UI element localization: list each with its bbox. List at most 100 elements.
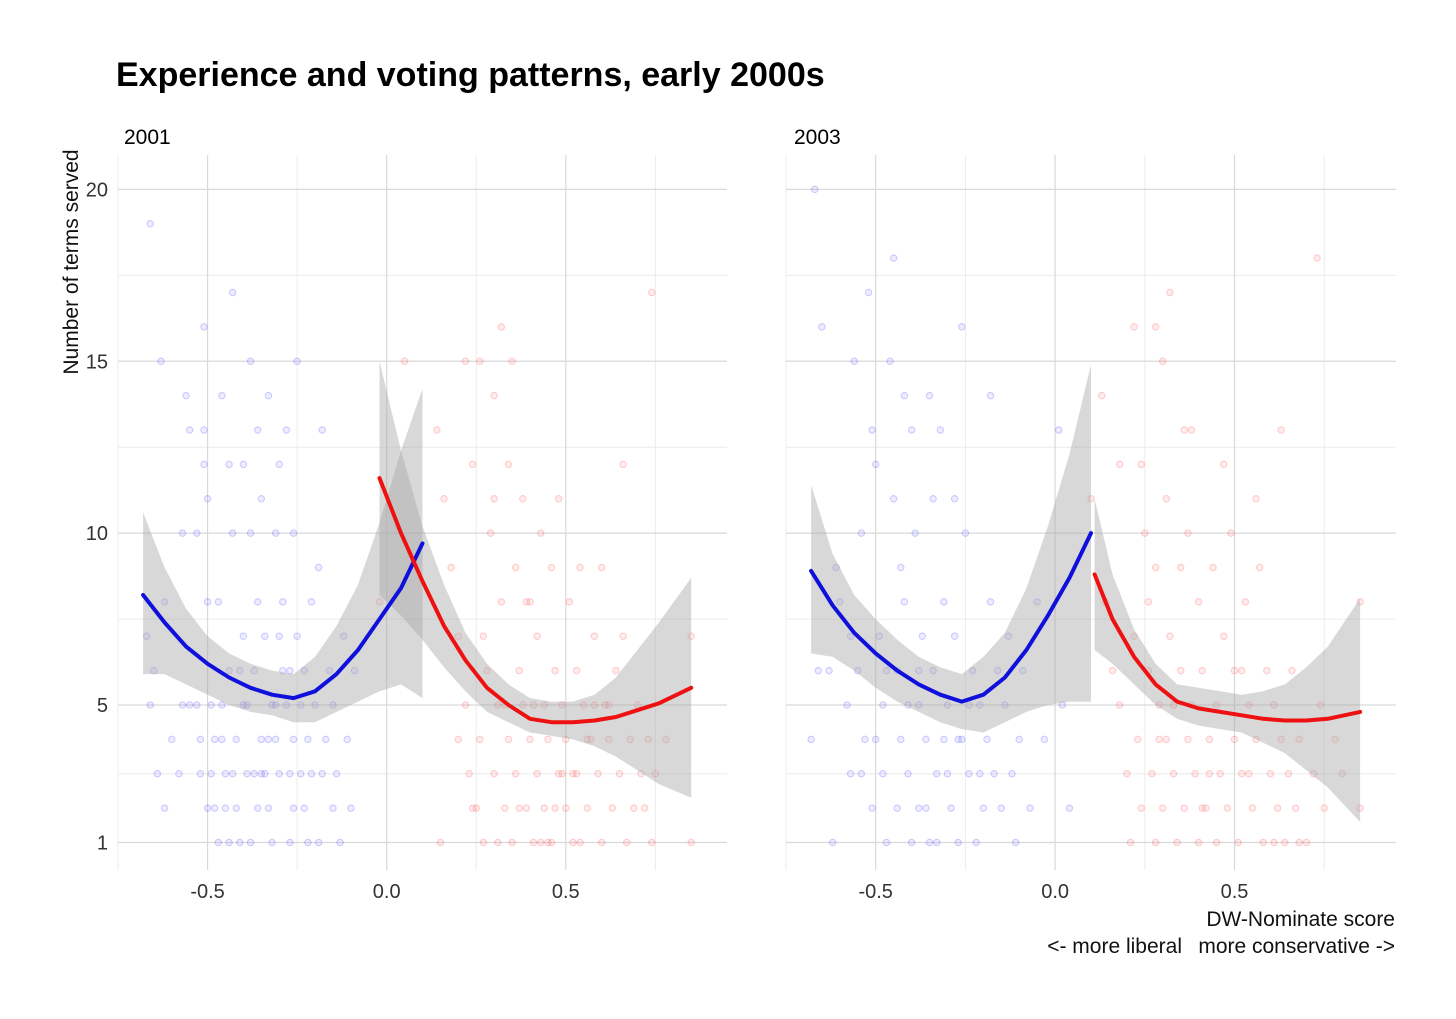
data-point [490, 494, 498, 503]
data-point [476, 735, 484, 744]
data-point [576, 563, 584, 572]
data-point [336, 838, 344, 847]
x-axis-note-conservative: more conservative -> [1198, 935, 1395, 958]
data-point [551, 666, 559, 675]
data-point [1001, 701, 1009, 709]
panel-2003: 2003 -0.5 0.0 0.5 [785, 126, 1396, 903]
data-point [253, 426, 262, 434]
data-point [943, 769, 952, 778]
data-point [871, 460, 880, 469]
data-point [196, 735, 205, 744]
x-tick-label: 0.0 [373, 881, 401, 903]
data-point [322, 735, 330, 744]
dem-confidence-band [811, 364, 1091, 733]
data-point [879, 701, 887, 709]
data-point [268, 838, 276, 847]
data-point [289, 804, 298, 812]
data-point [976, 701, 984, 709]
data-point [572, 666, 581, 675]
data-point [904, 769, 912, 778]
data-point [454, 632, 463, 640]
data-point [832, 563, 840, 572]
data-point [915, 804, 923, 812]
data-point [558, 701, 566, 709]
data-point [997, 804, 1006, 812]
data-point [203, 598, 212, 606]
x-tick-label: 0.5 [1221, 881, 1249, 903]
data-point [225, 838, 233, 847]
data-point [329, 804, 337, 812]
data-point [932, 769, 941, 778]
data-point [1033, 598, 1041, 606]
y-tick-label: 1 [97, 833, 108, 855]
data-point [1284, 769, 1293, 778]
data-point [1115, 460, 1124, 469]
data-point [343, 735, 352, 744]
data-point [900, 598, 909, 606]
data-point [182, 391, 190, 400]
x-axis-title: DW-Nominate score [1206, 908, 1395, 931]
data-point [846, 769, 855, 778]
data-point [648, 838, 656, 847]
data-point [490, 769, 498, 778]
data-point [1266, 769, 1275, 778]
data-point [972, 838, 980, 847]
data-point [1220, 460, 1228, 469]
data-point [1230, 735, 1239, 744]
data-point [979, 804, 988, 812]
data-point [597, 563, 606, 572]
data-point [1026, 804, 1034, 812]
data-point [1291, 804, 1300, 812]
data-point [868, 426, 876, 434]
data-point [605, 735, 613, 744]
data-point [1281, 838, 1289, 847]
data-point [922, 735, 930, 744]
data-point [1184, 735, 1192, 744]
data-point [493, 838, 502, 847]
data-point [622, 838, 631, 847]
data-point [522, 598, 531, 606]
data-point [293, 632, 301, 640]
data-point [836, 598, 844, 606]
data-point [590, 701, 599, 709]
data-point [1245, 769, 1253, 778]
data-point [940, 735, 948, 744]
data-point [1313, 254, 1321, 262]
data-point [915, 666, 923, 675]
data-point [486, 529, 495, 537]
data-point [264, 804, 273, 812]
data-point [275, 769, 283, 778]
data-point [1316, 701, 1325, 709]
data-point [915, 701, 923, 709]
data-point [897, 735, 905, 744]
data-point [868, 804, 876, 812]
data-point [1237, 666, 1246, 675]
data-point [1133, 735, 1142, 744]
data-point [1270, 701, 1278, 709]
data-point [1277, 426, 1285, 434]
data-point [167, 735, 176, 744]
x-tick-label: 0.0 [1041, 881, 1069, 903]
data-point [300, 804, 309, 812]
data-point [236, 666, 244, 675]
data-point [300, 666, 309, 675]
data-point [293, 357, 301, 365]
data-point [889, 494, 898, 503]
data-point [1230, 666, 1239, 675]
x-tick-label: 0.5 [552, 881, 580, 903]
data-point [882, 666, 891, 675]
data-point [225, 666, 233, 675]
data-point [879, 769, 887, 778]
data-point [544, 838, 552, 847]
data-point [257, 735, 266, 744]
data-point [562, 735, 570, 744]
data-point [282, 426, 291, 434]
data-point [843, 701, 851, 709]
data-point [1108, 666, 1117, 675]
data-point [897, 563, 905, 572]
data-point [544, 735, 552, 744]
data-point [329, 701, 337, 709]
data-point [153, 769, 162, 778]
data-point [193, 701, 201, 709]
data-point [558, 769, 566, 778]
